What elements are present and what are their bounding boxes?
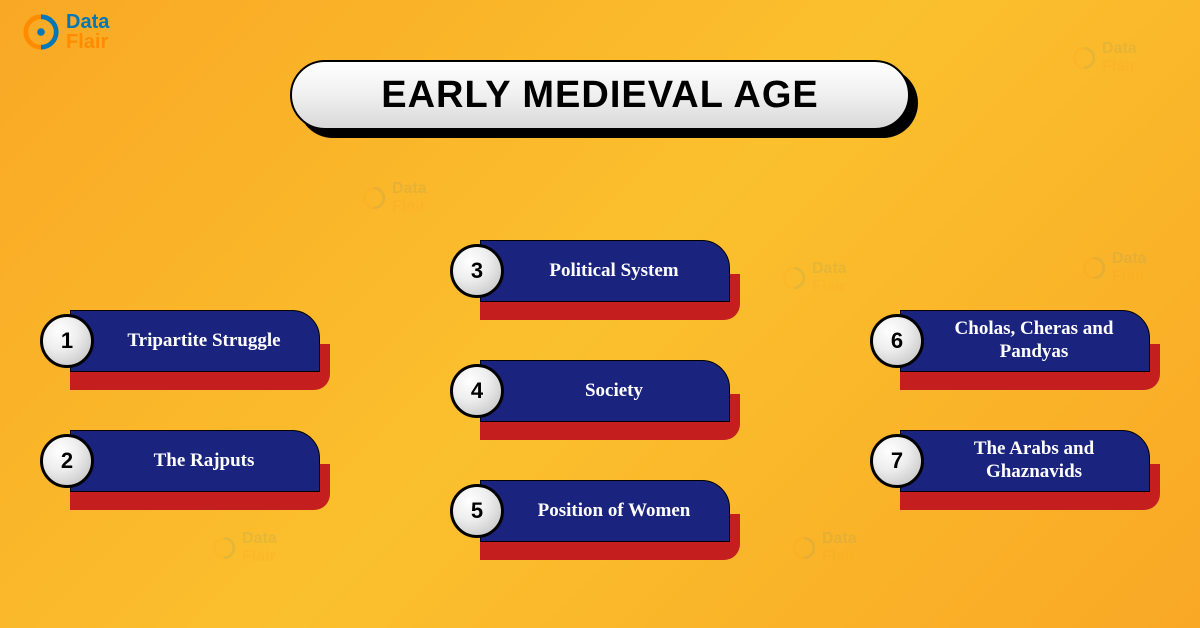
watermark: DataFlair (360, 180, 427, 216)
item-number: 4 (471, 378, 483, 404)
page-title: EARLY MEDIEVAL AGE (381, 74, 819, 117)
item-label: The Arabs and Ghaznavids (933, 438, 1135, 484)
item-label: Cholas, Cheras and Pandyas (933, 318, 1135, 364)
logo-text: Data Flair (66, 12, 109, 52)
item-body: The Rajputs (70, 430, 320, 492)
topic-item-4: Society 4 (450, 360, 730, 432)
item-number: 2 (61, 448, 73, 474)
item-body: Position of Women (480, 480, 730, 542)
item-number: 3 (471, 258, 483, 284)
topic-item-7: The Arabs and Ghaznavids 7 (870, 430, 1150, 502)
topic-item-1: Tripartite Struggle 1 (40, 310, 320, 382)
item-label: Tripartite Struggle (127, 330, 280, 353)
watermark: DataFlair (1080, 250, 1147, 286)
item-number-badge: 1 (40, 314, 94, 368)
item-body: Political System (480, 240, 730, 302)
watermark: DataFlair (790, 530, 857, 566)
item-body: Society (480, 360, 730, 422)
logo-text-top: Data (66, 12, 109, 32)
watermark: DataFlair (780, 260, 847, 296)
watermark: DataFlair (210, 530, 277, 566)
item-number: 1 (61, 328, 73, 354)
item-number-badge: 2 (40, 434, 94, 488)
item-body: Tripartite Struggle (70, 310, 320, 372)
topic-item-5: Position of Women 5 (450, 480, 730, 552)
logo-icon (22, 13, 60, 51)
brand-logo: Data Flair (22, 12, 109, 52)
item-number-badge: 3 (450, 244, 504, 298)
topic-item-3: Political System 3 (450, 240, 730, 312)
watermark: DataFlair (1070, 40, 1137, 76)
item-label: Political System (549, 260, 678, 283)
topic-item-6: Cholas, Cheras and Pandyas 6 (870, 310, 1150, 382)
item-body: Cholas, Cheras and Pandyas (900, 310, 1150, 372)
item-label: Position of Women (538, 500, 691, 523)
item-number-badge: 7 (870, 434, 924, 488)
item-body: The Arabs and Ghaznavids (900, 430, 1150, 492)
logo-text-bot: Flair (66, 32, 109, 52)
item-number-badge: 6 (870, 314, 924, 368)
item-label: The Rajputs (154, 450, 255, 473)
item-number: 6 (891, 328, 903, 354)
title-banner: EARLY MEDIEVAL AGE (290, 60, 910, 130)
topic-item-2: The Rajputs 2 (40, 430, 320, 502)
item-number-badge: 4 (450, 364, 504, 418)
item-number: 7 (891, 448, 903, 474)
item-label: Society (585, 380, 643, 403)
item-number-badge: 5 (450, 484, 504, 538)
item-number: 5 (471, 498, 483, 524)
title-pill: EARLY MEDIEVAL AGE (290, 60, 910, 130)
